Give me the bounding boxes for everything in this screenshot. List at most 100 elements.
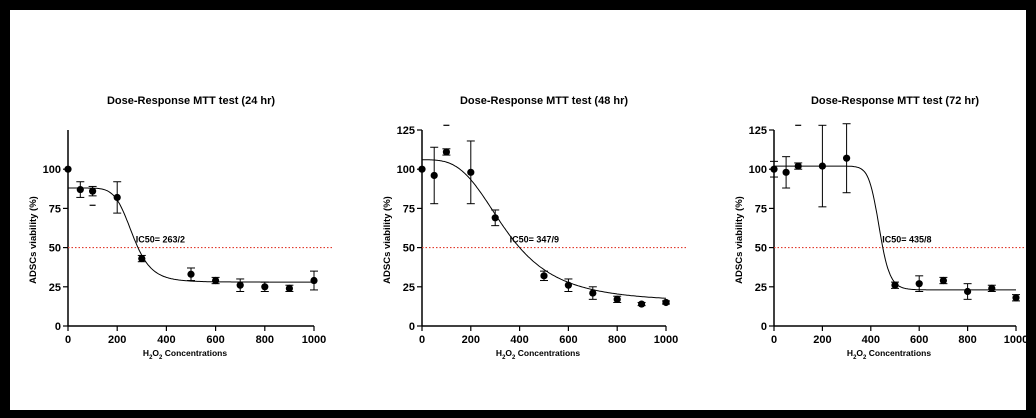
chart2-data-point — [430, 171, 438, 180]
chart3-ytick-label: 50 — [755, 243, 767, 255]
chart3-data-point — [964, 287, 972, 296]
chart3-ytick-label: 0 — [761, 321, 767, 333]
chart3-ytick-label: 100 — [749, 164, 767, 176]
chart2-xtick-label: 200 — [462, 334, 480, 346]
chart3-data-point — [794, 162, 802, 170]
chart1-xtick-label: 1000 — [302, 334, 326, 346]
chart1-data-point — [64, 165, 72, 173]
chart3-data-point — [891, 281, 899, 289]
chart3-ytick-label: 75 — [755, 203, 767, 215]
chart1-data-point — [138, 254, 146, 263]
chart2-data-point — [491, 214, 499, 222]
chart3-xtick-label: 600 — [910, 334, 928, 346]
chart1-ytick-label: 75 — [49, 203, 61, 215]
chart2-data-point — [540, 272, 548, 280]
chart1-x-axis-label-pre: H — [143, 348, 149, 358]
chart3-ytick-label: 25 — [755, 282, 767, 294]
chart3-xtick-label: 0 — [771, 334, 777, 346]
chart1-x-axis-label: H2O2 Concentrations — [143, 348, 227, 361]
chart2-ytick-label: 125 — [397, 125, 415, 137]
chart1-xtick-label: 400 — [157, 334, 175, 346]
chart2-ic50-annotation: IC50= 347/9 — [510, 235, 559, 245]
chart3-data-point — [770, 165, 778, 173]
chart1-data-point — [236, 281, 244, 289]
chart2-data-point — [442, 148, 450, 156]
chart2-x-axis-label-mid: O — [505, 348, 512, 358]
chart3-xtick-label: 400 — [862, 334, 880, 346]
chart1-ytick-label: 100 — [43, 164, 61, 176]
chart2-xtick-label: 1000 — [654, 334, 678, 346]
chart2-data-point — [613, 295, 621, 303]
chart2: Dose-Response MTT test (48 hr) 0 25 50 75 100… — [382, 95, 686, 361]
chart3-xtick-label: 200 — [813, 334, 831, 346]
chart3-x-axis-label-mid: O — [856, 348, 863, 358]
chart2-x-axis-label-post: Concentrations — [515, 348, 580, 358]
chart2-data-point — [564, 281, 573, 289]
chart2-xtick-label: 600 — [559, 334, 577, 346]
chart2-ytick-label: 0 — [409, 321, 415, 333]
chart2-x-axis-label-s1: 2 — [502, 355, 506, 361]
chart1-x-axis-label-post: Concentrations — [162, 348, 227, 358]
chart3-ytick-label: 125 — [749, 125, 767, 137]
chart3-data-point — [843, 154, 851, 162]
chart2-data-point — [467, 168, 475, 176]
chart1-data-point — [261, 283, 269, 291]
chart1-x-axis-label-mid: O — [152, 348, 159, 358]
chart1-xtick-label: 200 — [108, 334, 126, 346]
chart3: Dose-Response MTT test (72 hr) 0 25 50 75 100… — [734, 95, 1026, 361]
chart2-data-point — [418, 165, 426, 173]
chart3-xtick-label: 1000 — [1004, 334, 1026, 346]
chart3-data-point — [988, 284, 996, 292]
chart1-data-point — [89, 187, 97, 195]
chart2-title: Dose-Response MTT test (48 hr) — [460, 95, 628, 107]
chart2-data-point — [589, 289, 597, 297]
chart1-x-axis-label-s1: 2 — [149, 355, 153, 361]
chart2-ytick-label: 50 — [403, 243, 415, 255]
chart2-ytick-label: 100 — [397, 164, 415, 176]
chart1-data-point — [113, 193, 121, 202]
chart3-xtick-label: 800 — [958, 334, 976, 346]
chart2-data-point — [662, 298, 670, 307]
chart1-data-point — [310, 276, 318, 285]
chart2-fit-curve — [422, 159, 667, 299]
chart1: Dose-Response MTT test (24 hr) 0 25 50 75 100… — [28, 95, 332, 361]
chart1-data-point — [285, 284, 293, 292]
chart1-ytick-label: 25 — [49, 282, 61, 294]
chart2-data-point — [638, 300, 646, 308]
chart3-data-point — [782, 168, 790, 176]
chart2-xtick-label: 400 — [510, 334, 528, 346]
chart1-data-point — [187, 270, 195, 278]
chart2-ytick-label: 25 — [403, 282, 415, 294]
chart1-title: Dose-Response MTT test (24 hr) — [107, 95, 275, 107]
chart1-data-point — [212, 276, 220, 285]
chart3-x-axis-label: H2O2 Concentrations — [847, 348, 931, 361]
chart2-xtick-label: 800 — [608, 334, 626, 346]
chart1-data-point — [76, 185, 84, 194]
chart3-data-point — [818, 162, 827, 170]
chart2-xtick-label: 0 — [419, 334, 425, 346]
chart2-ytick-label: 75 — [403, 203, 415, 215]
chart1-fit-curve — [68, 187, 314, 283]
chart3-data-point — [915, 280, 923, 288]
chart1-ytick-label: 0 — [55, 321, 61, 333]
chart3-x-axis-label-post: Concentrations — [866, 348, 931, 358]
chart1-xtick-label: 800 — [256, 334, 274, 346]
chart3-title: Dose-Response MTT test (72 hr) — [811, 95, 979, 107]
chart3-x-axis-label-pre: H — [847, 348, 853, 358]
chart3-data-point — [939, 276, 948, 285]
figure-plots: Dose-Response MTT test (24 hr) 0 25 50 75 100… — [28, 95, 1026, 361]
chart1-xtick-label: 600 — [206, 334, 224, 346]
chart3-data-point — [1012, 294, 1020, 302]
chart3-x-axis-label-s2: 2 — [863, 355, 867, 361]
chart1-xtick-label: 0 — [65, 334, 71, 346]
chart3-x-axis-label-s1: 2 — [853, 355, 857, 361]
chart3-fit-curve — [774, 165, 1016, 291]
chart1-y-axis-label: ADSCs viability (%) — [28, 196, 39, 284]
chart2-x-axis-label-s2: 2 — [512, 355, 516, 361]
chart1-ic50-annotation: IC50= 263/2 — [136, 235, 185, 245]
chart2-x-axis-label: H2O2 Concentrations — [496, 348, 580, 361]
chart1-ytick-label: 50 — [49, 243, 61, 255]
chart1-x-axis-label-s2: 2 — [159, 355, 163, 361]
chart3-y-axis-label: ADSCs viability (%) — [734, 196, 745, 284]
